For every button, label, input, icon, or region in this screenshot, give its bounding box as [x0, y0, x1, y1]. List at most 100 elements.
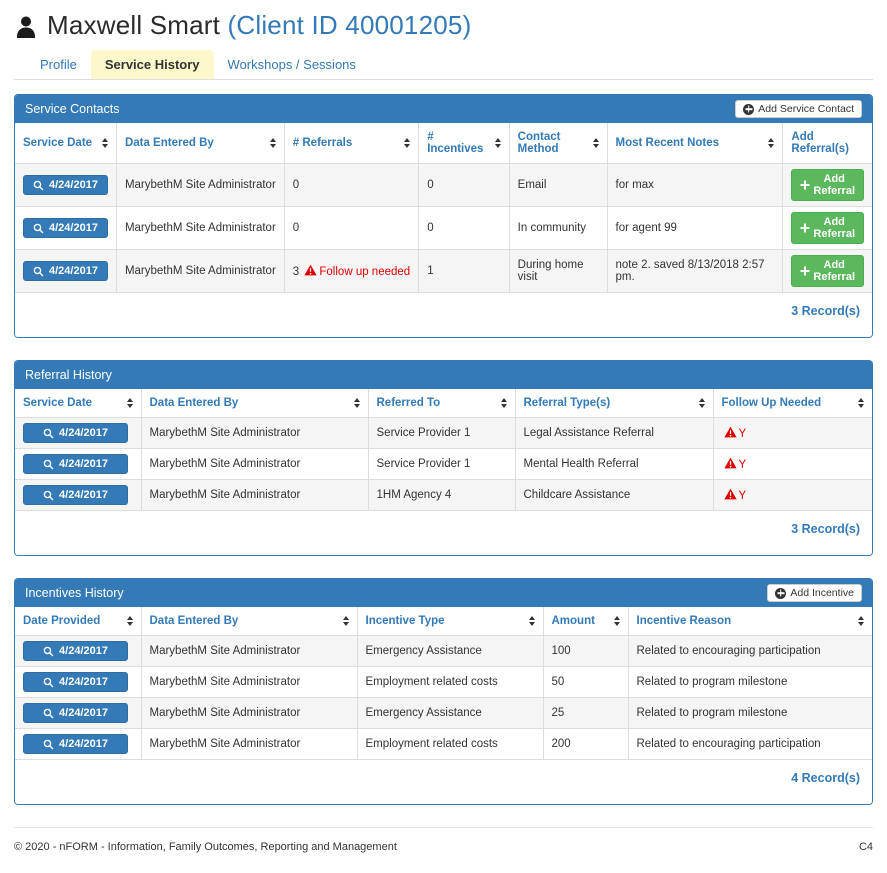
view-service-contact-button[interactable]: 4/24/2017: [23, 175, 108, 195]
referral-history-panel: Referral History Service Date Data Enter…: [14, 360, 873, 556]
sort-icon: [528, 616, 535, 626]
table-row: 4/24/2017 MarybethM Site Administrator S…: [15, 448, 872, 480]
referral-history-table: Service Date Data Entered By Referred To…: [15, 388, 872, 548]
service-date: 4/24/2017: [49, 265, 98, 277]
tab-bar: Profile Service History Workshops / Sess…: [14, 50, 873, 80]
service-date: 4/24/2017: [59, 458, 108, 470]
column-header-contact-method[interactable]: Contact Method: [508, 122, 608, 164]
notes-cell: for agent 99: [606, 206, 784, 250]
column-header-referred-to[interactable]: Referred To: [367, 388, 516, 418]
add-referral-label: Add Referral: [813, 216, 855, 240]
sort-icon: [269, 138, 276, 148]
contact-method-cell: Email: [508, 163, 608, 207]
view-referral-button[interactable]: 4/24/2017: [23, 485, 128, 505]
copyright-text: © 2020 - nFORM - Information, Family Out…: [14, 841, 397, 853]
view-service-contact-button[interactable]: 4/24/2017: [23, 261, 108, 281]
column-label: # Incentives: [427, 131, 484, 155]
column-header-incentive-reason[interactable]: Incentive Reason: [627, 606, 872, 636]
column-header-date-provided[interactable]: Date Provided: [15, 606, 142, 636]
table-row: 4/24/2017 MarybethM Site Administrator E…: [15, 635, 872, 667]
column-label: Most Recent Notes: [615, 137, 720, 149]
warning-icon: [723, 426, 737, 438]
tab-profile[interactable]: Profile: [40, 57, 77, 72]
view-referral-button[interactable]: 4/24/2017: [23, 423, 128, 443]
referral-count: 3: [292, 266, 300, 278]
add-referral-label: Add Referral: [813, 173, 855, 197]
search-icon: [33, 180, 44, 190]
add-referral-button[interactable]: Add Referral: [791, 255, 864, 287]
incentive-type-cell: Employment related costs: [356, 728, 544, 760]
column-label: Incentive Reason: [636, 615, 732, 627]
incentives-history-panel: Incentives History Add Incentive Date Pr…: [14, 578, 873, 805]
column-header-num-referrals[interactable]: # Referrals: [283, 122, 420, 164]
header-row: Service Date Data Entered By Referred To…: [15, 388, 872, 418]
search-icon: [43, 646, 54, 656]
incentive-reason-cell: Related to program milestone: [627, 697, 872, 729]
add-referral-button[interactable]: Add Referral: [791, 212, 864, 244]
sort-icon: [592, 138, 599, 148]
amount-cell: 200: [542, 728, 629, 760]
column-header-service-date[interactable]: Service Date: [15, 122, 117, 164]
site-footer: © 2020 - nFORM - Information, Family Out…: [14, 827, 873, 873]
view-incentive-button[interactable]: 4/24/2017: [23, 703, 128, 723]
view-referral-button[interactable]: 4/24/2017: [23, 454, 128, 474]
record-count: 4 Record(s): [15, 759, 872, 797]
service-contacts-panel: Service Contacts Add Service Contact Ser…: [14, 94, 873, 338]
num-incentives-cell: 0: [418, 206, 510, 250]
date-provided: 4/24/2017: [59, 738, 108, 750]
column-header-follow-up-needed[interactable]: Follow Up Needed: [712, 388, 872, 418]
view-incentive-button[interactable]: 4/24/2017: [23, 734, 128, 754]
date-provided: 4/24/2017: [59, 707, 108, 719]
column-label: Contact Method: [517, 131, 561, 155]
record-count-row: 3 Record(s): [15, 292, 872, 330]
column-header-most-recent-notes[interactable]: Most Recent Notes: [606, 122, 784, 164]
column-label: Follow Up Needed: [721, 397, 822, 409]
column-label: Incentive Type: [365, 615, 445, 627]
column-header-referral-type[interactable]: Referral Type(s): [514, 388, 714, 418]
num-incentives-cell: 0: [418, 163, 510, 207]
panel-bottom-padding: [15, 796, 872, 804]
column-header-service-date[interactable]: Service Date: [15, 388, 142, 418]
view-service-contact-button[interactable]: 4/24/2017: [23, 218, 108, 238]
view-incentive-button[interactable]: 4/24/2017: [23, 672, 128, 692]
plus-icon: [800, 181, 809, 190]
sort-icon: [101, 138, 108, 148]
panel-bottom-padding: [15, 329, 872, 337]
record-count-row: 3 Record(s): [15, 510, 872, 548]
record-count-row: 4 Record(s): [15, 759, 872, 797]
search-icon: [43, 428, 54, 438]
sort-icon: [126, 398, 133, 408]
service-date: 4/24/2017: [59, 489, 108, 501]
data-entered-by-cell: MarybethM Site Administrator: [140, 479, 369, 511]
add-referral-button[interactable]: Add Referral: [791, 169, 864, 201]
data-entered-by-cell: MarybethM Site Administrator: [115, 163, 285, 207]
panel-title: Service Contacts: [25, 102, 120, 116]
column-header-add-referrals: Add Referral(s): [782, 122, 872, 164]
column-header-num-incentives[interactable]: # Incentives: [418, 122, 510, 164]
tab-workshops-sessions[interactable]: Workshops / Sessions: [227, 57, 356, 72]
add-incentive-button[interactable]: Add Incentive: [767, 584, 862, 602]
column-header-data-entered-by[interactable]: Data Entered By: [140, 606, 358, 636]
client-header: Maxwell Smart (Client ID 40001205): [14, 10, 873, 41]
notes-cell: note 2. saved 8/13/2018 2:57 pm.: [606, 249, 784, 293]
tab-service-history[interactable]: Service History: [90, 50, 214, 79]
table-row: 4/24/2017 MarybethM Site Administrator E…: [15, 666, 872, 698]
panel-title: Incentives History: [25, 586, 124, 600]
column-header-amount[interactable]: Amount: [542, 606, 629, 636]
table-row: 4/24/2017 MarybethM Site Administrator E…: [15, 697, 872, 729]
add-icon: [743, 103, 755, 115]
column-header-data-entered-by[interactable]: Data Entered By: [115, 122, 285, 164]
column-label: Referral Type(s): [523, 397, 611, 409]
incentive-reason-cell: Related to encouraging participation: [627, 635, 872, 667]
amount-cell: 50: [542, 666, 629, 698]
column-header-incentive-type[interactable]: Incentive Type: [356, 606, 544, 636]
add-service-contact-button[interactable]: Add Service Contact: [735, 100, 862, 118]
column-label: Service Date: [23, 137, 93, 149]
column-header-data-entered-by[interactable]: Data Entered By: [140, 388, 369, 418]
header-row: Date Provided Data Entered By Incentive …: [15, 606, 872, 636]
incentive-type-cell: Emergency Assistance: [356, 697, 544, 729]
service-date: 4/24/2017: [59, 427, 108, 439]
view-incentive-button[interactable]: 4/24/2017: [23, 641, 128, 661]
follow-up-value: Y: [738, 459, 747, 471]
sort-icon: [494, 138, 501, 148]
